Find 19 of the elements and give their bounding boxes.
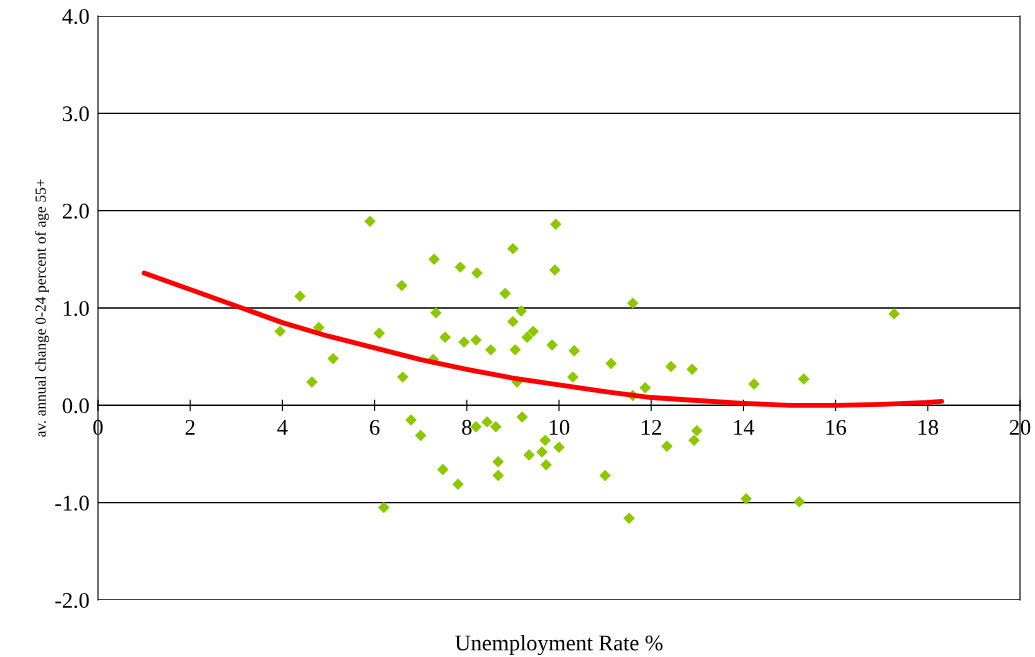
x-tick-label: 6: [370, 419, 380, 435]
x-tick-label: 12: [642, 419, 662, 435]
x-tick-label: 4: [277, 420, 288, 435]
x-tick-label: 2: [185, 419, 195, 435]
y-axis-title: av. annual change 0-24 percent of age 55+: [34, 179, 49, 437]
x-tick-label: 16: [826, 419, 847, 435]
y-tick-label: -1.0: [55, 495, 89, 511]
x-tick-label: 8: [462, 419, 472, 435]
x-tick-label: 18: [918, 419, 939, 435]
x-tick-label: 14: [734, 419, 755, 435]
y-tick-label: 3.0: [62, 106, 89, 122]
y-tick-label: 0.0: [62, 398, 89, 414]
y-tick-label: 4.0: [62, 8, 89, 25]
y-tick-label: -2.0: [55, 592, 89, 609]
y-tick-label: 2.0: [62, 203, 89, 219]
y-tick-label: 1.0: [63, 300, 89, 317]
x-tick-label: 10: [549, 419, 570, 435]
x-axis-title: Unemployment Rate %: [455, 634, 663, 656]
line-series: [141, 270, 945, 408]
